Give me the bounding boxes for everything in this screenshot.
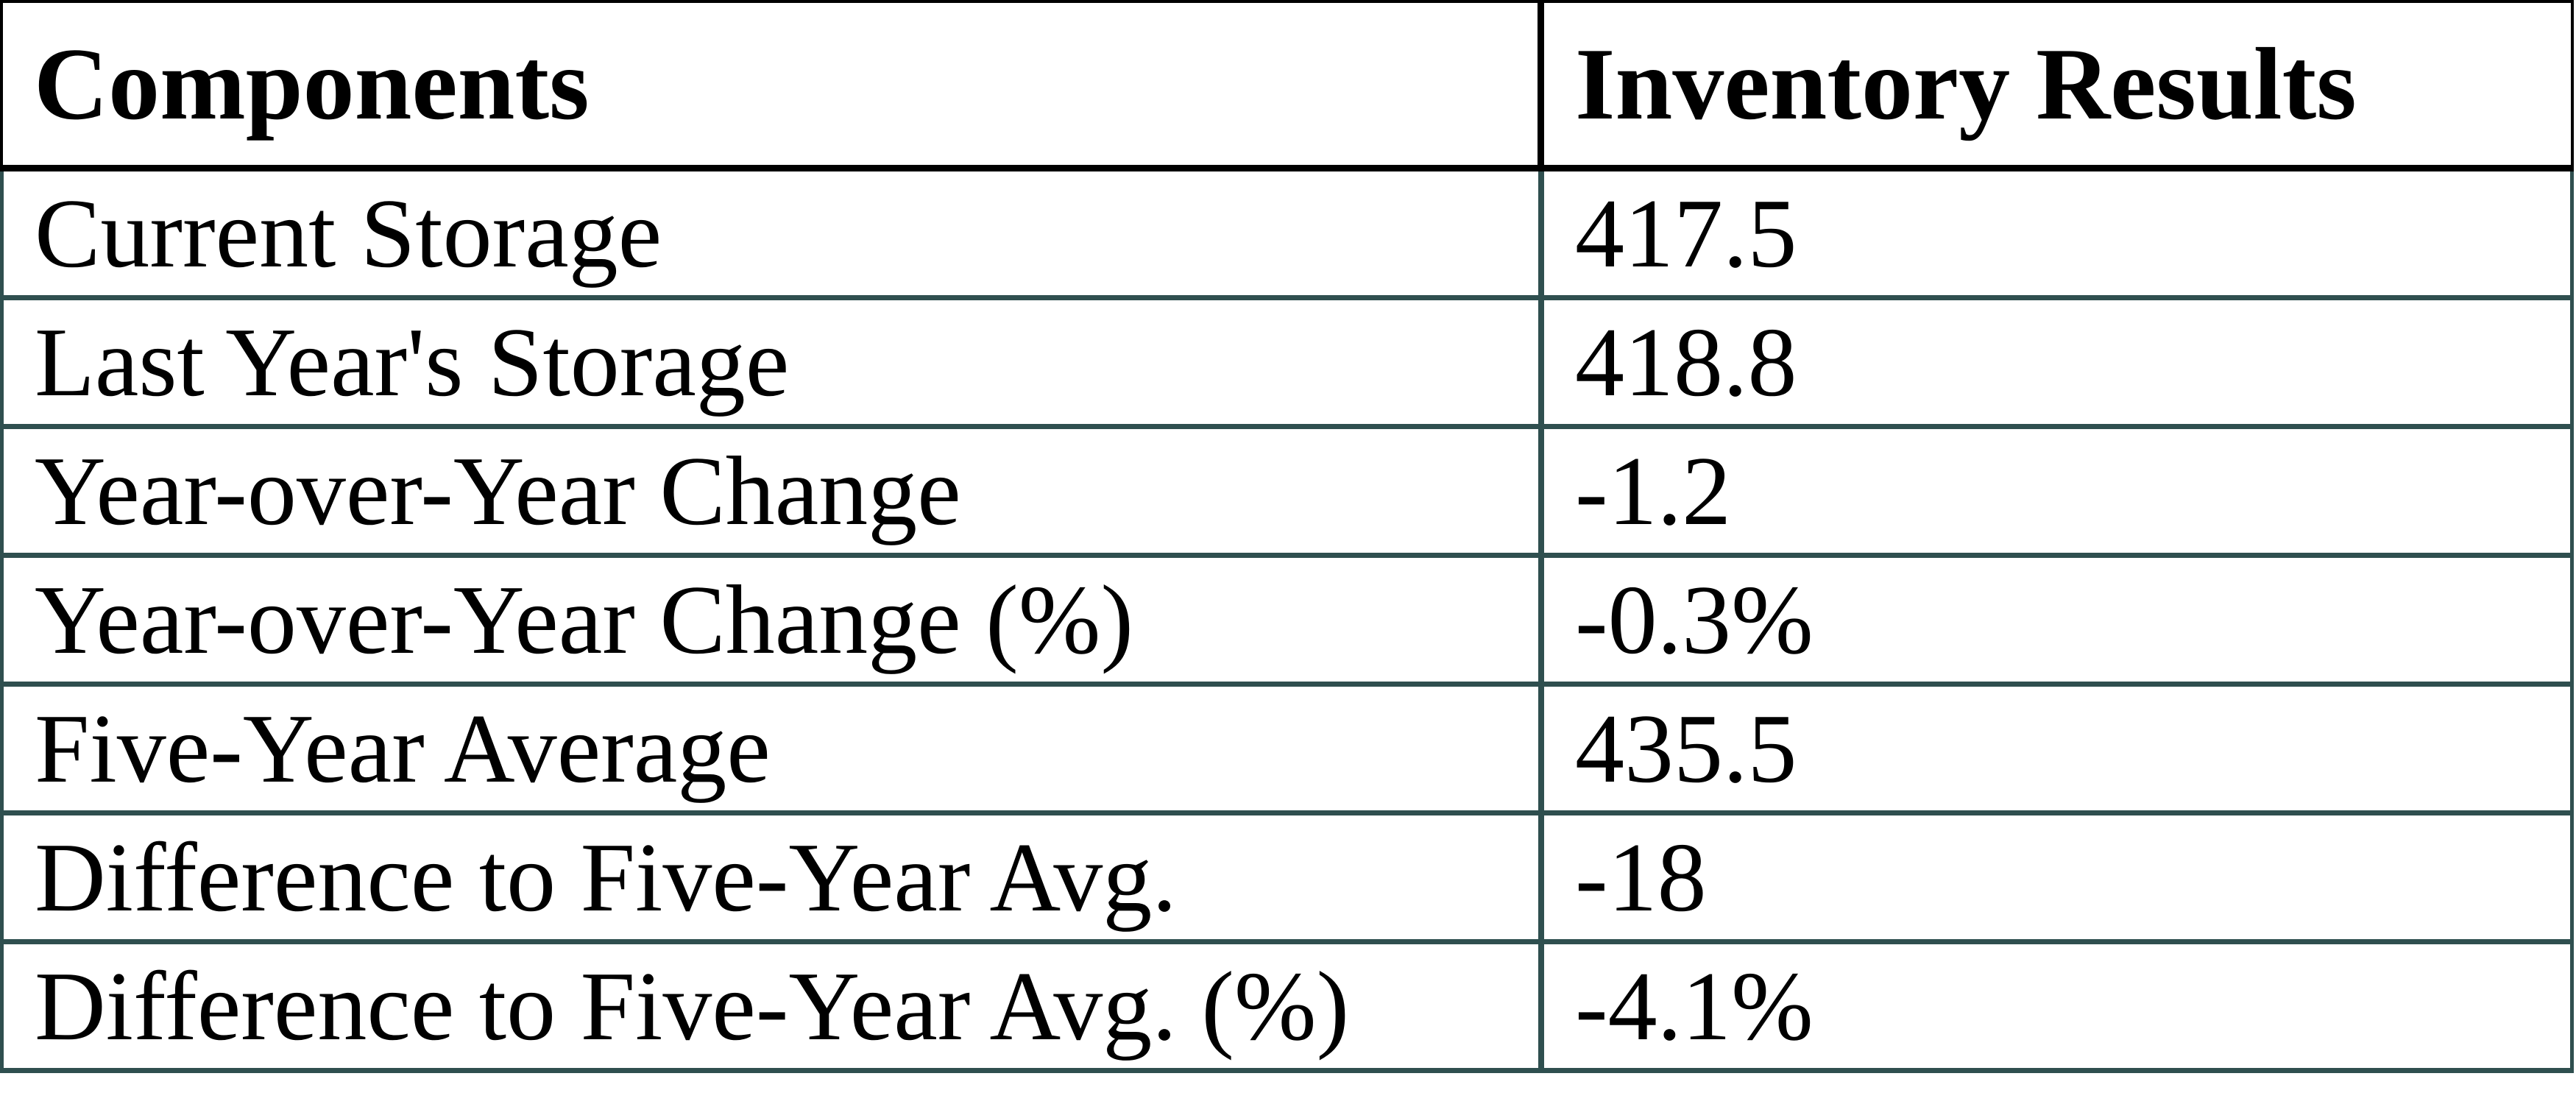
- row-value: 417.5: [1544, 171, 2574, 300]
- row-value: 418.8: [1544, 300, 2574, 429]
- column-header-components: Components: [0, 0, 1544, 171]
- header-row: Components Inventory Results: [0, 0, 2574, 171]
- row-value: 435.5: [1544, 687, 2574, 815]
- row-label: Difference to Five-Year Avg. (%): [0, 944, 1544, 1073]
- table-row: Year-over-Year Change (%) -0.3%: [0, 558, 2574, 687]
- row-label: Year-over-Year Change (%): [0, 558, 1544, 687]
- table-row: Difference to Five-Year Avg. -18: [0, 815, 2574, 944]
- row-label: Difference to Five-Year Avg.: [0, 815, 1544, 944]
- row-label: Five-Year Average: [0, 687, 1544, 815]
- row-value: -4.1%: [1544, 944, 2574, 1073]
- row-value: -0.3%: [1544, 558, 2574, 687]
- column-header-inventory-results: Inventory Results: [1544, 0, 2574, 171]
- table-row: Difference to Five-Year Avg. (%) -4.1%: [0, 944, 2574, 1073]
- table-row: Current Storage 417.5: [0, 171, 2574, 300]
- row-value: -18: [1544, 815, 2574, 944]
- row-label: Last Year's Storage: [0, 300, 1544, 429]
- row-label: Current Storage: [0, 171, 1544, 300]
- inventory-table: Components Inventory Results Current Sto…: [0, 0, 2574, 1073]
- row-value: -1.2: [1544, 429, 2574, 558]
- row-label: Year-over-Year Change: [0, 429, 1544, 558]
- table-row: Year-over-Year Change -1.2: [0, 429, 2574, 558]
- table-row: Five-Year Average 435.5: [0, 687, 2574, 815]
- table-row: Last Year's Storage 418.8: [0, 300, 2574, 429]
